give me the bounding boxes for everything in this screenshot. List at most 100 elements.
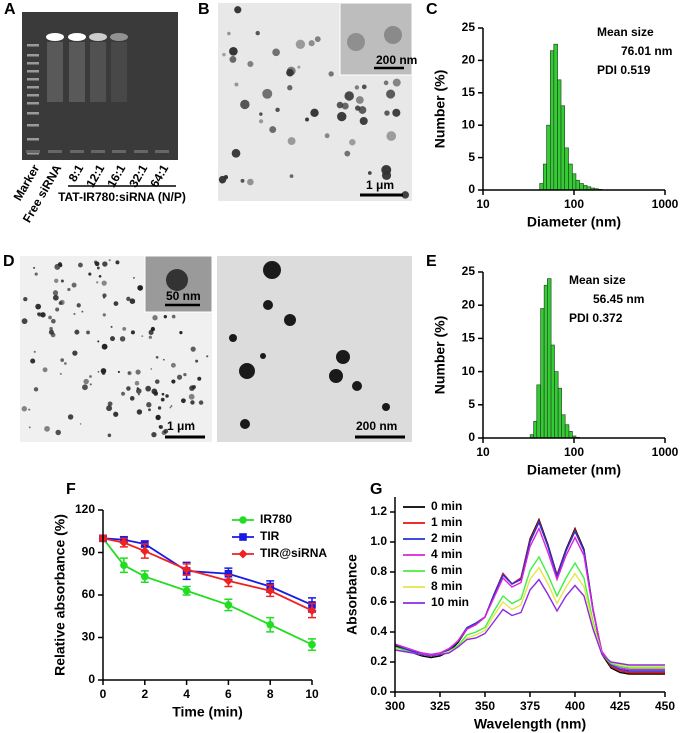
histogram-bar xyxy=(533,421,538,439)
particle xyxy=(263,300,273,310)
particle xyxy=(384,110,390,116)
histogram-bar xyxy=(546,124,551,191)
ladder-band xyxy=(27,112,39,115)
particle xyxy=(51,318,56,324)
legend-label: 10 min xyxy=(431,595,469,609)
histogram-bar xyxy=(542,163,547,191)
particle xyxy=(336,350,350,364)
y-tick-label: 0.2 xyxy=(370,654,387,668)
particle xyxy=(34,272,38,276)
y-tick-label: 10 xyxy=(462,364,476,378)
particle xyxy=(21,406,28,412)
particle xyxy=(155,355,159,359)
tem-image xyxy=(217,256,412,442)
scale-label: 1 μm xyxy=(167,419,195,433)
particle xyxy=(287,85,293,91)
particle xyxy=(93,260,98,264)
particle xyxy=(54,278,59,283)
particle xyxy=(341,102,349,110)
scale-label: 50 nm xyxy=(166,289,201,303)
series-line xyxy=(394,526,665,671)
particle xyxy=(44,425,50,432)
particle xyxy=(231,148,241,158)
x-tick-label: 8 xyxy=(267,687,274,701)
particle xyxy=(138,393,140,396)
particle xyxy=(206,355,209,358)
particle xyxy=(145,385,152,392)
marker xyxy=(140,546,150,556)
histogram-bar xyxy=(579,183,584,191)
particle xyxy=(263,261,281,279)
particle xyxy=(101,280,107,286)
marker xyxy=(119,538,129,548)
histogram-bar xyxy=(557,79,562,191)
particle xyxy=(191,422,194,425)
marker xyxy=(224,569,233,578)
particle xyxy=(247,178,254,186)
ladder-band xyxy=(27,86,39,89)
particle xyxy=(107,433,112,438)
particle xyxy=(117,370,120,374)
particle xyxy=(102,261,108,267)
particle xyxy=(179,331,183,335)
legend-label: 8 min xyxy=(431,579,462,593)
histogram-bar xyxy=(575,179,580,191)
particle xyxy=(170,362,176,368)
band xyxy=(110,33,128,41)
particle xyxy=(110,325,113,328)
x-tick-label: 350 xyxy=(475,699,495,713)
x-tick-label: 10 xyxy=(476,197,490,211)
histogram-bar xyxy=(557,387,562,439)
particle xyxy=(359,116,368,126)
particle xyxy=(126,296,131,302)
particle xyxy=(37,312,41,316)
y-tick-label: 120 xyxy=(75,502,95,516)
particle xyxy=(126,386,131,391)
annotation: Mean size xyxy=(597,25,654,39)
x-tick-label: 4 xyxy=(183,687,190,701)
x-axis-title: Wavelength (nm) xyxy=(474,716,586,732)
particle xyxy=(146,402,152,408)
particle xyxy=(352,381,362,391)
particle xyxy=(81,310,84,313)
inset-particle xyxy=(347,33,365,51)
particle xyxy=(78,262,83,268)
x-axis-title: Diameter (nm) xyxy=(527,214,621,230)
ladder-band xyxy=(27,54,39,57)
tem-particles xyxy=(218,6,410,199)
particle xyxy=(180,398,186,404)
particle xyxy=(136,387,139,390)
particle xyxy=(234,82,239,87)
particle xyxy=(150,368,153,370)
x-tick-label: 100 xyxy=(564,445,584,459)
particle xyxy=(229,334,237,342)
particle xyxy=(100,368,107,374)
particle xyxy=(152,315,158,321)
y-tick-label: 10 xyxy=(462,117,476,131)
particle xyxy=(259,112,263,116)
particle xyxy=(76,303,81,308)
x-tick-label: 300 xyxy=(385,699,405,713)
particle xyxy=(67,414,74,420)
ladder-band xyxy=(27,44,39,47)
particle xyxy=(163,314,168,319)
particle xyxy=(195,359,199,363)
well xyxy=(48,150,62,153)
particle xyxy=(198,400,204,405)
particle xyxy=(110,336,116,342)
histogram-bar xyxy=(553,43,558,191)
particle xyxy=(35,303,42,310)
y-tick-label: 1.0 xyxy=(370,534,387,548)
band xyxy=(46,33,64,41)
particle xyxy=(150,326,156,332)
well xyxy=(112,150,126,153)
particle xyxy=(52,294,59,301)
particle xyxy=(269,126,277,133)
x-axis-title: Diameter (nm) xyxy=(527,462,621,478)
marker xyxy=(223,576,233,586)
particle xyxy=(154,379,160,384)
particle xyxy=(183,372,187,377)
marker xyxy=(141,572,149,581)
particle xyxy=(136,409,143,415)
particle xyxy=(134,380,140,386)
